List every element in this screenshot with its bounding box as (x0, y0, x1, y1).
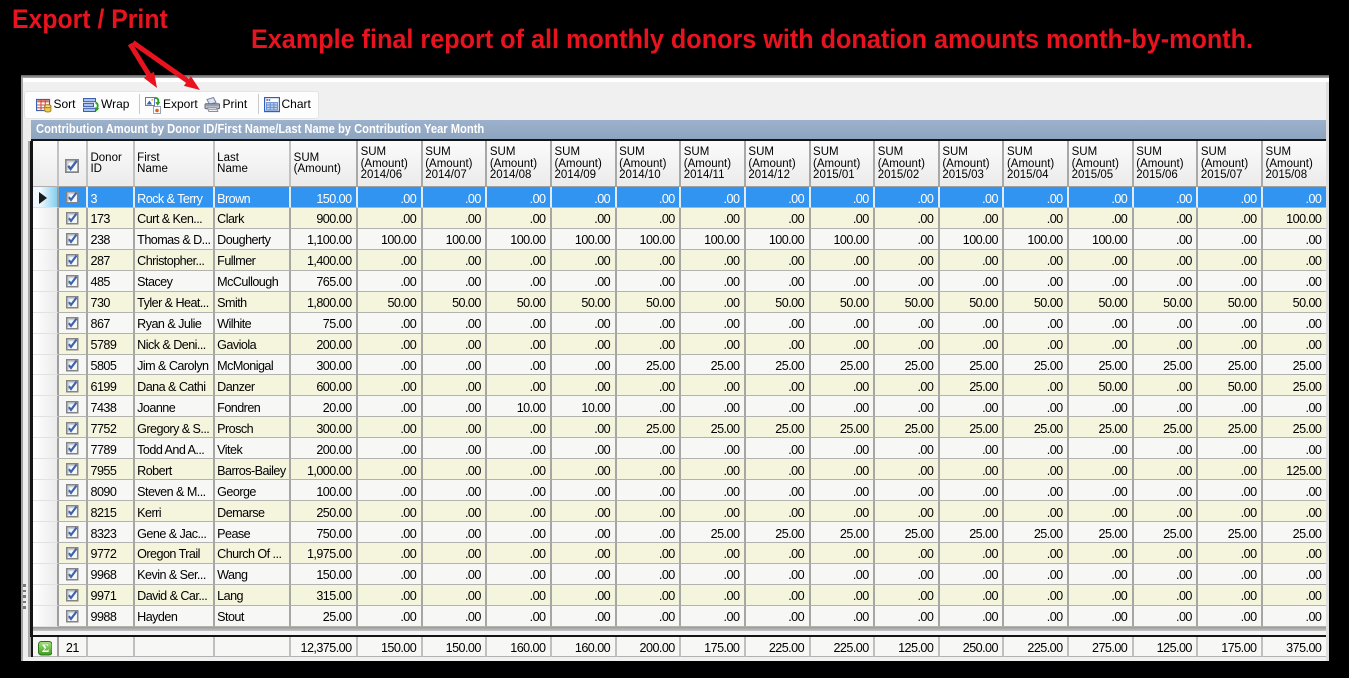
svg-text:Σ: Σ (41, 644, 48, 656)
